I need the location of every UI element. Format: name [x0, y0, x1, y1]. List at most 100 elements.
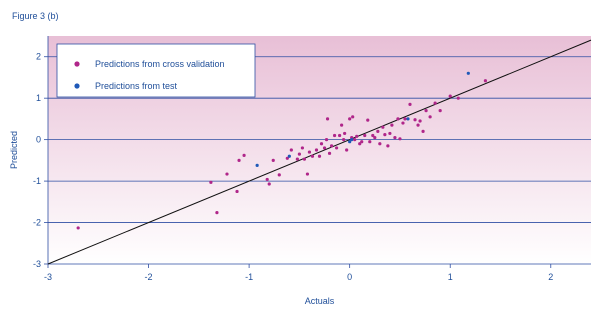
cross-validation-point [401, 121, 405, 125]
x-tick-label: -3 [44, 272, 52, 282]
cross-validation-point [267, 182, 271, 186]
legend-box [56, 43, 256, 98]
cross-validation-point [483, 79, 488, 83]
cross-validation-point [368, 140, 372, 144]
cross-validation-point [378, 142, 382, 146]
legend-label-test: Predictions from test [95, 81, 178, 91]
cross-validation-point [418, 119, 422, 123]
cross-validation-point [302, 157, 307, 161]
cross-validation-point [373, 135, 377, 140]
cross-validation-point [285, 156, 289, 160]
cross-validation-point [363, 133, 367, 138]
reference-line [47, 39, 592, 265]
cross-validation-point [295, 157, 299, 161]
cross-validation-point [322, 146, 327, 150]
cross-validation-point [351, 115, 355, 119]
cross-validation-point [265, 177, 269, 182]
cross-validation-point [381, 125, 385, 129]
cross-validation-point [353, 138, 357, 142]
cross-validation-point [317, 154, 322, 158]
cross-validation-point [408, 102, 412, 106]
cross-validation-point [329, 144, 334, 148]
cross-validation-point [355, 134, 359, 138]
legend-marker-test [74, 83, 80, 89]
cross-validation-point [242, 153, 246, 157]
y-axis-ticks: -3 -2 -1 0 1 2 [33, 52, 48, 269]
cross-validation-point [424, 109, 428, 113]
test-point [348, 140, 352, 144]
cross-validation-point [438, 109, 442, 113]
x-tick-label: 2 [548, 272, 553, 282]
cross-validation-point [325, 117, 330, 121]
cross-validation-point [348, 117, 352, 121]
cross-validation-point [305, 172, 310, 176]
legend-marker-cross-validation [74, 61, 80, 67]
cross-validation-point [413, 118, 417, 122]
cross-validation-point [383, 133, 387, 137]
cross-validation-point [319, 142, 324, 146]
cross-validation-point [225, 172, 229, 176]
cross-validation-point [277, 173, 281, 177]
cross-validation-point [237, 158, 241, 162]
cross-validation-point [314, 148, 319, 152]
cross-validation-point [456, 96, 460, 100]
cross-validation-point [271, 158, 275, 162]
cross-validation-point [300, 146, 305, 150]
cross-validation-point [289, 148, 293, 152]
cross-validation-point [371, 133, 375, 138]
x-tick-label: 0 [347, 272, 352, 282]
y-tick-label: -2 [33, 218, 41, 228]
x-axis-title: Actuals [305, 296, 335, 306]
cross-validation-point [390, 123, 394, 127]
cross-validation-point [396, 117, 400, 121]
cross-validation-point [342, 138, 346, 142]
x-tick-label: -1 [245, 272, 253, 282]
cross-validation-point [416, 123, 420, 127]
x-tick-label: -2 [145, 272, 153, 282]
cross-validation-point [327, 151, 332, 155]
y-tick-label: -3 [33, 259, 41, 269]
legend-label-cross-validation: Predictions from cross validation [95, 59, 225, 69]
x-axis-ticks: -3 -2 -1 0 1 2 [44, 264, 553, 282]
cross-validation-point [428, 115, 432, 119]
y-tick-label: 1 [36, 93, 41, 103]
cross-validation-point [403, 117, 407, 121]
cross-validation-point [235, 189, 239, 194]
legend: Predictions from cross validation Predic… [56, 43, 256, 98]
test-point [350, 138, 354, 142]
test-point [287, 154, 291, 158]
cross-validation-point [76, 226, 80, 230]
y-tick-label: 2 [36, 52, 41, 62]
data-points [76, 71, 488, 230]
cross-validation-point [332, 133, 337, 138]
test-point [406, 117, 410, 121]
cross-validation-point [433, 101, 437, 105]
cross-validation-point [448, 94, 452, 98]
cross-validation-point [366, 118, 370, 122]
cross-validation-point [338, 133, 342, 138]
cross-validation-point [343, 131, 347, 136]
cross-validation-point [386, 144, 390, 148]
cross-validation-point [398, 137, 402, 141]
cross-validation-point [376, 129, 380, 133]
cross-validation-point [421, 129, 425, 133]
cross-validation-point [324, 138, 329, 142]
cross-validation-point [297, 152, 301, 156]
cross-validation-point [340, 123, 344, 127]
cross-validation-point [209, 180, 213, 184]
cross-validation-point [358, 142, 362, 146]
cross-validation-point [310, 154, 315, 158]
figure-label: Figure 3 (b) [12, 11, 59, 21]
y-tick-label: -1 [33, 176, 41, 186]
test-point [255, 163, 259, 167]
y-axis-title: Predicted [9, 131, 19, 169]
cross-validation-point [345, 148, 349, 152]
cross-validation-point [215, 210, 219, 215]
cross-validation-point [388, 131, 392, 136]
cross-validation-point [307, 150, 312, 154]
cross-validation-point [334, 146, 339, 150]
cross-validation-point [393, 135, 397, 140]
test-point [466, 71, 470, 75]
x-tick-label: 1 [448, 272, 453, 282]
